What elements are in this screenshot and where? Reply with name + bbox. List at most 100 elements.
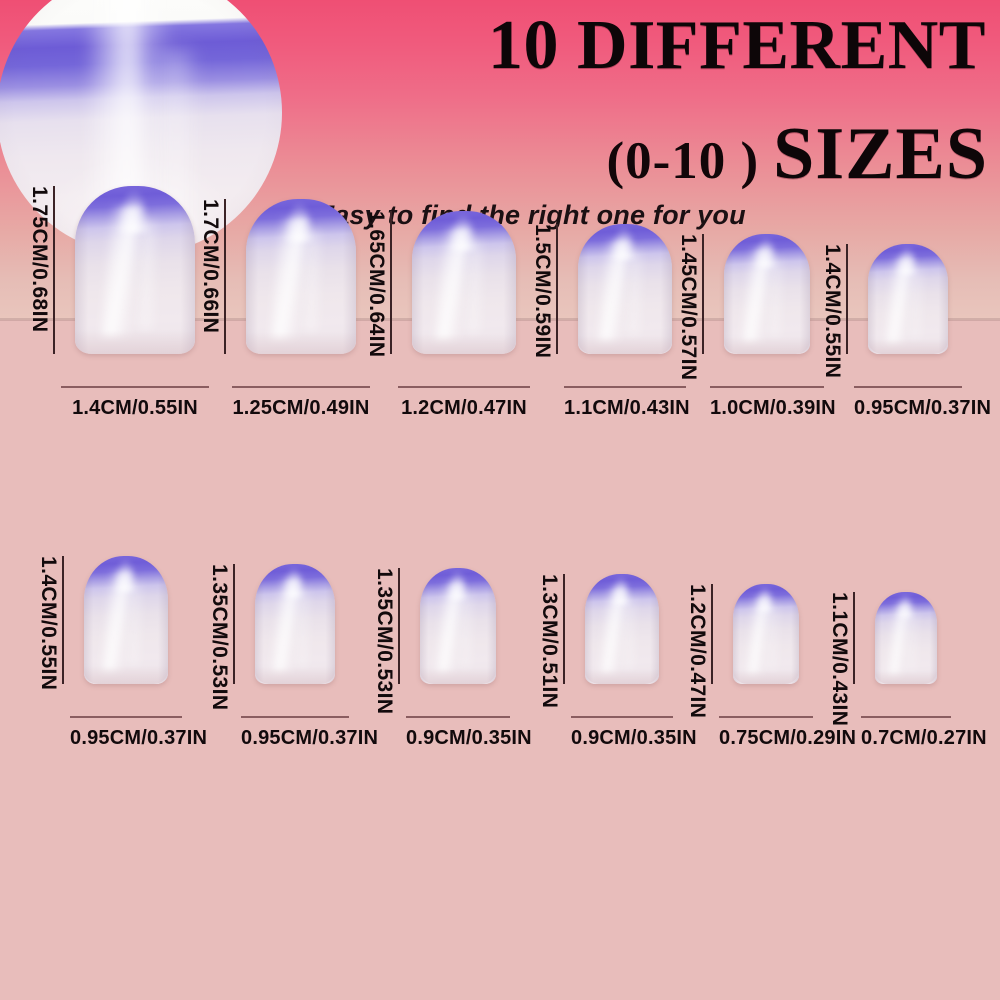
- nail-height-label: 1.4CM/0.55IN: [821, 244, 848, 378]
- nail-width-label: 1.1CM/0.43IN: [564, 386, 690, 420]
- nail-swatch: [75, 186, 195, 354]
- nail-width-rule: [571, 716, 673, 718]
- nail-width-rule: [854, 386, 962, 388]
- nail-edge-layer: [578, 224, 672, 354]
- nail-height-label: 1.35CM/0.53IN: [208, 564, 235, 710]
- nail-edge-layer: [724, 234, 810, 354]
- nail-width-value: 0.95CM/0.37IN: [854, 397, 992, 419]
- nail-swatch: [246, 199, 356, 354]
- size-cell: 1.35CM/0.53IN 0.9CM/0.35IN: [373, 556, 532, 750]
- nail-width-value: 0.7CM/0.27IN: [861, 727, 987, 749]
- headline-sizes-word: SIZES: [773, 113, 988, 195]
- size-cell: 1.7CM/0.66IN 1.25CM/0.49IN: [199, 186, 370, 420]
- nail-height-label: 1.2CM/0.47IN: [686, 584, 713, 718]
- nail-height-rule: [702, 234, 704, 354]
- nail-height-label: 1.65CM/0.64IN: [365, 211, 392, 358]
- nail-width-rule: [232, 386, 370, 388]
- nail-base-layer: [84, 666, 168, 684]
- nail-base-layer: [724, 337, 810, 354]
- nail-edge-layer: [733, 584, 799, 684]
- size-cell: 1.3CM/0.51IN 0.9CM/0.35IN: [538, 556, 697, 750]
- nail-sheen-b-layer: [127, 581, 142, 667]
- nail-width-value: 0.9CM/0.35IN: [571, 727, 697, 749]
- nail-height-rule: [563, 574, 565, 684]
- nail-sheen-b-layer: [296, 588, 310, 668]
- nail-width-value: 1.4CM/0.55IN: [72, 397, 198, 419]
- nail-edge-layer: [84, 556, 168, 684]
- nail-width-value: 1.2CM/0.47IN: [401, 397, 527, 419]
- nail-height-label: 1.4CM/0.55IN: [37, 556, 64, 690]
- nail-height-value: 1.65CM/0.64IN: [365, 211, 388, 358]
- headline-block: 10 DIFFERENT (0-10 ) SIZES Easy to find …: [300, 0, 990, 300]
- nail-width-value: 1.1CM/0.43IN: [564, 397, 690, 419]
- nail-width-value: 0.95CM/0.37IN: [70, 727, 208, 749]
- nail-sheen-b-layer: [907, 610, 918, 672]
- nail-sheen-b-layer: [459, 591, 472, 668]
- nail-height-value: 1.5CM/0.59IN: [531, 224, 554, 359]
- nail-height-label: 1.45CM/0.57IN: [677, 234, 704, 380]
- nail-width-value: 0.75CM/0.29IN: [719, 727, 857, 749]
- nail-height-value: 1.3CM/0.51IN: [538, 574, 561, 709]
- nail-width-rule: [241, 716, 349, 718]
- nail-width-label: 0.7CM/0.27IN: [861, 716, 987, 750]
- size-cell: 1.45CM/0.57IN 1.0CM/0.39IN: [677, 186, 836, 420]
- nail-width-label: 0.95CM/0.37IN: [241, 716, 378, 750]
- size-cell: 1.5CM/0.59IN 1.1CM/0.43IN: [531, 186, 690, 420]
- nail-height-rule: [62, 556, 64, 684]
- nail-height-label: 1.3CM/0.51IN: [538, 574, 565, 708]
- nail-sheen-b-layer: [137, 219, 157, 331]
- nail-width-label: 0.9CM/0.35IN: [406, 716, 532, 750]
- nail-base-layer: [412, 333, 516, 354]
- size-cell: 1.4CM/0.55IN 0.95CM/0.37IN: [37, 556, 207, 750]
- nail-width-label: 0.95CM/0.37IN: [70, 716, 208, 750]
- nail-base-layer: [585, 668, 659, 684]
- nail-width-value: 1.25CM/0.49IN: [232, 397, 370, 419]
- nail-sheen-b-layer: [767, 604, 778, 670]
- nail-edge-layer: [875, 592, 937, 684]
- nail-width-rule: [719, 716, 813, 718]
- nail-height-rule: [846, 244, 848, 354]
- nail-swatch: [84, 556, 168, 684]
- nail-width-rule: [398, 386, 530, 388]
- nail-width-rule: [710, 386, 824, 388]
- nail-swatch: [733, 584, 799, 684]
- nail-sheen-b-layer: [466, 239, 483, 334]
- nail-width-value: 1.0CM/0.39IN: [710, 397, 836, 419]
- nail-height-value: 1.45CM/0.57IN: [677, 234, 700, 381]
- size-cell: 1.65CM/0.64IN 1.2CM/0.47IN: [365, 186, 530, 420]
- nail-swatch: [412, 211, 516, 354]
- nail-sheen-b-layer: [626, 250, 642, 336]
- nail-width-rule: [406, 716, 510, 718]
- nail-base-layer: [246, 332, 356, 354]
- nail-base-layer: [868, 338, 948, 354]
- nail-height-label: 1.7CM/0.66IN: [199, 199, 226, 354]
- headline-subtitle: Easy to find the right one for you: [316, 200, 746, 230]
- nail-edge-layer: [412, 211, 516, 354]
- nail-swatch: [420, 568, 496, 684]
- size-cell: 1.75CM/0.68IN 1.4CM/0.55IN: [28, 186, 209, 420]
- nail-width-rule: [70, 716, 182, 718]
- nail-swatch: [868, 244, 948, 354]
- nail-base-layer: [578, 335, 672, 354]
- size-cell: 1.35CM/0.53IN 0.95CM/0.37IN: [208, 556, 378, 750]
- nail-base-layer: [75, 330, 195, 354]
- nail-height-rule: [390, 211, 392, 354]
- nail-height-rule: [398, 568, 400, 684]
- size-chart: 1.75CM/0.68IN 1.4CM/0.55IN 1.7CM/0.66IN 1.2…: [0, 186, 1000, 1000]
- nail-height-value: 1.4CM/0.55IN: [821, 244, 844, 379]
- nail-base-layer: [420, 667, 496, 684]
- headline-primary: 10 DIFFERENT: [488, 7, 986, 84]
- nail-sheen-b-layer: [623, 596, 636, 669]
- nail-width-label: 1.0CM/0.39IN: [710, 386, 836, 420]
- nail-base-layer: [733, 670, 799, 684]
- nail-height-value: 1.75CM/0.68IN: [28, 186, 51, 333]
- nail-height-rule: [233, 564, 235, 684]
- nail-width-rule: [564, 386, 686, 388]
- nail-height-value: 1.35CM/0.53IN: [208, 564, 231, 711]
- size-range-label: (0-10 ): [606, 132, 760, 190]
- nail-edge-layer: [75, 186, 195, 354]
- nail-base-layer: [875, 671, 937, 684]
- nail-height-rule: [224, 199, 226, 354]
- nail-swatch: [578, 224, 672, 354]
- size-cell: 1.2CM/0.47IN 0.75CM/0.29IN: [686, 556, 856, 750]
